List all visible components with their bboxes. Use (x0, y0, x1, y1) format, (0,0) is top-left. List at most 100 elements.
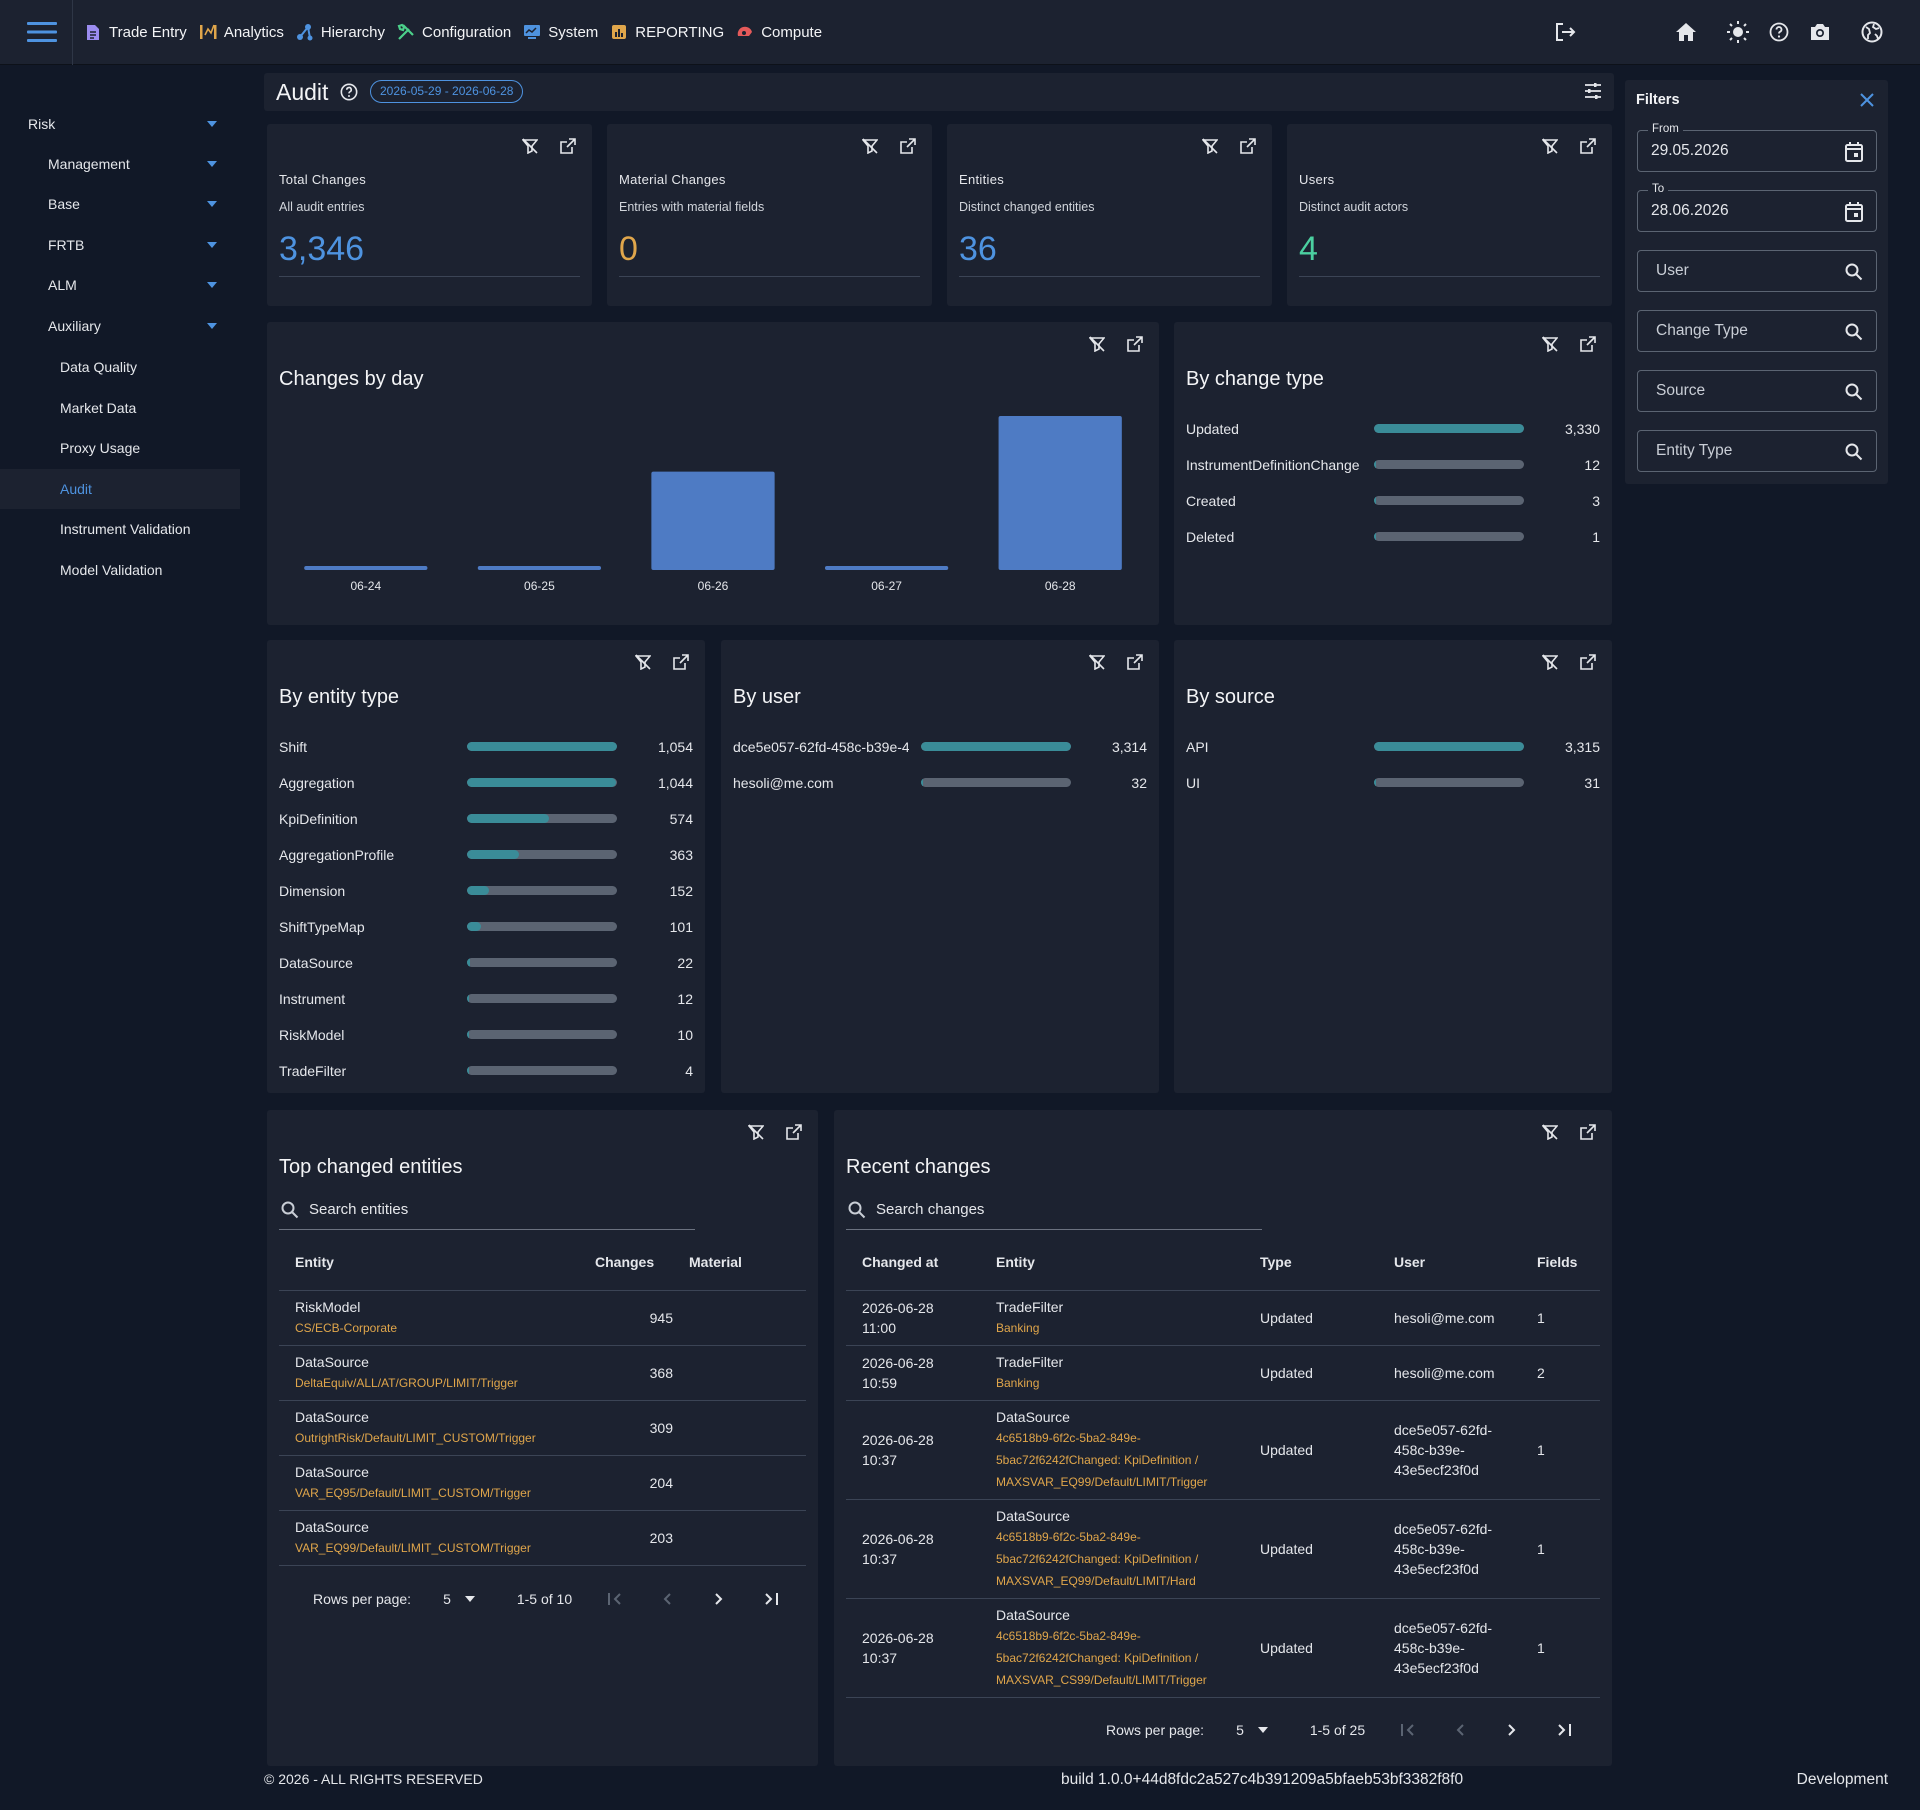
changes-search-input[interactable] (876, 1201, 1262, 1218)
table-row[interactable]: DataSource OutrightRisk/Default/LIMIT_CUS… (279, 1400, 806, 1456)
close-icon[interactable] (1860, 93, 1874, 107)
open-in-new-icon[interactable] (554, 132, 582, 160)
open-in-new-icon[interactable] (780, 1118, 808, 1146)
column-header[interactable]: Material (689, 1234, 806, 1291)
nav-trade-entry[interactable]: Trade Entry (78, 16, 193, 48)
search-icon[interactable] (1842, 320, 1866, 344)
bar-list-row[interactable]: RiskModel 10 (279, 1017, 693, 1053)
bar-06-27[interactable] (824, 566, 949, 570)
bar-06-28[interactable] (998, 416, 1122, 570)
column-header[interactable]: User (1378, 1234, 1521, 1291)
first-page-icon[interactable] (600, 1584, 630, 1614)
sidebar-item-frtb[interactable]: FRTB (0, 225, 240, 265)
open-in-new-icon[interactable] (1574, 648, 1602, 676)
source-filter-input[interactable] (1656, 382, 1836, 400)
nav-analytics[interactable]: Analytics (193, 16, 290, 48)
clear-filter-icon[interactable] (1536, 132, 1564, 160)
user-filter-field[interactable] (1637, 250, 1877, 292)
calendar-icon[interactable] (1842, 140, 1866, 164)
nav-hierarchy[interactable]: Hierarchy (290, 16, 391, 48)
column-header[interactable]: Type (1244, 1234, 1378, 1291)
bar-list-row[interactable]: Instrument 12 (279, 981, 693, 1017)
bar-list-row[interactable]: KpiDefinition 574 (279, 801, 693, 837)
entity-search-input[interactable] (309, 1201, 695, 1218)
open-in-new-icon[interactable] (1121, 648, 1149, 676)
sidebar-item-management[interactable]: Management (0, 144, 240, 184)
bar-list-row[interactable]: Shift 1,054 (279, 729, 693, 765)
bar-06-25[interactable] (477, 566, 602, 570)
nav-configuration[interactable]: Configuration (391, 16, 517, 48)
clear-filter-icon[interactable] (629, 648, 657, 676)
rows-per-page-select[interactable]: 5 (443, 1591, 475, 1607)
search-icon[interactable] (1842, 440, 1866, 464)
globe-icon[interactable] (1857, 17, 1887, 47)
bar-list-row[interactable]: Deleted 1 (1186, 519, 1600, 555)
tune-icon[interactable] (1584, 82, 1602, 100)
table-row[interactable]: RiskModel CS/ECB-Corporate 945 (279, 1290, 806, 1346)
open-in-new-icon[interactable] (1574, 330, 1602, 358)
rows-per-page-select[interactable]: 5 (1236, 1722, 1268, 1738)
logout-icon[interactable] (1550, 17, 1580, 47)
sidebar-item-audit[interactable]: Audit (0, 469, 240, 509)
camera-icon[interactable] (1805, 17, 1835, 47)
clear-filter-icon[interactable] (516, 132, 544, 160)
last-page-icon[interactable] (1549, 1715, 1579, 1745)
help-icon[interactable] (340, 83, 358, 101)
sidebar-item-alm[interactable]: ALM (0, 265, 240, 305)
open-in-new-icon[interactable] (1121, 330, 1149, 358)
sidebar-item-auxiliary[interactable]: Auxiliary (0, 306, 240, 346)
table-row[interactable]: DataSource DeltaEquiv/ALL/AT/GROUP/LIMIT/… (279, 1345, 806, 1401)
nav-compute[interactable]: Compute (730, 16, 828, 48)
sidebar-item-instrument-validation[interactable]: Instrument Validation (0, 509, 240, 549)
help-icon[interactable] (1764, 17, 1794, 47)
entity-type-filter-input[interactable] (1656, 442, 1836, 460)
column-header[interactable]: Entity (279, 1234, 579, 1291)
column-header[interactable]: Entity (980, 1234, 1244, 1291)
change-type-filter-input[interactable] (1656, 322, 1836, 340)
sun-icon[interactable] (1723, 17, 1753, 47)
sidebar-item-risk[interactable]: Risk (0, 104, 240, 144)
bar-list-row[interactable]: API 3,315 (1186, 729, 1600, 765)
open-in-new-icon[interactable] (1234, 132, 1262, 160)
bar-list-row[interactable]: TradeFilter 4 (279, 1053, 693, 1089)
clear-filter-icon[interactable] (1083, 648, 1111, 676)
bar-06-26[interactable] (651, 471, 775, 570)
to-date-input[interactable] (1651, 202, 1831, 220)
clear-filter-icon[interactable] (856, 132, 884, 160)
entity-search-field[interactable] (279, 1190, 695, 1230)
clear-filter-icon[interactable] (1536, 648, 1564, 676)
calendar-icon[interactable] (1842, 200, 1866, 224)
source-filter-field[interactable] (1637, 370, 1877, 412)
clear-filter-icon[interactable] (1083, 330, 1111, 358)
last-page-icon[interactable] (756, 1584, 786, 1614)
home-icon[interactable] (1671, 17, 1701, 47)
from-date-field[interactable]: From (1637, 123, 1877, 172)
bar-06-24[interactable] (304, 566, 428, 570)
clear-filter-icon[interactable] (1196, 132, 1224, 160)
table-row[interactable]: DataSource VAR_EQ99/Default/LIMIT_CUSTOM/… (279, 1510, 806, 1566)
sidebar-item-base[interactable]: Base (0, 184, 240, 224)
bar-list-row[interactable]: AggregationProfile 363 (279, 837, 693, 873)
sidebar-item-model-validation[interactable]: Model Validation (0, 550, 240, 590)
bar-list-row[interactable]: Updated 3,330 (1186, 411, 1600, 447)
bar-list-row[interactable]: UI 31 (1186, 765, 1600, 801)
bar-list-row[interactable]: Dimension 152 (279, 873, 693, 909)
column-header[interactable]: Fields (1521, 1234, 1600, 1291)
table-row[interactable]: 2026-06-28 10:37 DataSource 4c6518b9-6f2c-… (846, 1499, 1600, 1599)
user-filter-input[interactable] (1656, 262, 1836, 280)
clear-filter-icon[interactable] (742, 1118, 770, 1146)
open-in-new-icon[interactable] (894, 132, 922, 160)
bar-list-row[interactable]: hesoli@me.com 32 (733, 765, 1147, 801)
changes-search-field[interactable] (846, 1190, 1262, 1230)
column-header[interactable]: Changes (579, 1234, 689, 1291)
table-row[interactable]: 2026-06-28 10:37 DataSource 4c6518b9-6f2c-… (846, 1598, 1600, 1698)
previous-page-icon[interactable] (1445, 1715, 1475, 1745)
sidebar-item-proxy-usage[interactable]: Proxy Usage (0, 428, 240, 468)
from-date-input[interactable] (1651, 142, 1831, 160)
open-in-new-icon[interactable] (1574, 1118, 1602, 1146)
clear-filter-icon[interactable] (1536, 330, 1564, 358)
bar-list-row[interactable]: dce5e057-62fd-458c-b39e-4 3,314 (733, 729, 1147, 765)
table-row[interactable]: 2026-06-28 10:37 DataSource 4c6518b9-6f2c-… (846, 1400, 1600, 1500)
table-row[interactable]: 2026-06-28 11:00 TradeFilter Banking Update… (846, 1290, 1600, 1346)
next-page-icon[interactable] (704, 1584, 734, 1614)
